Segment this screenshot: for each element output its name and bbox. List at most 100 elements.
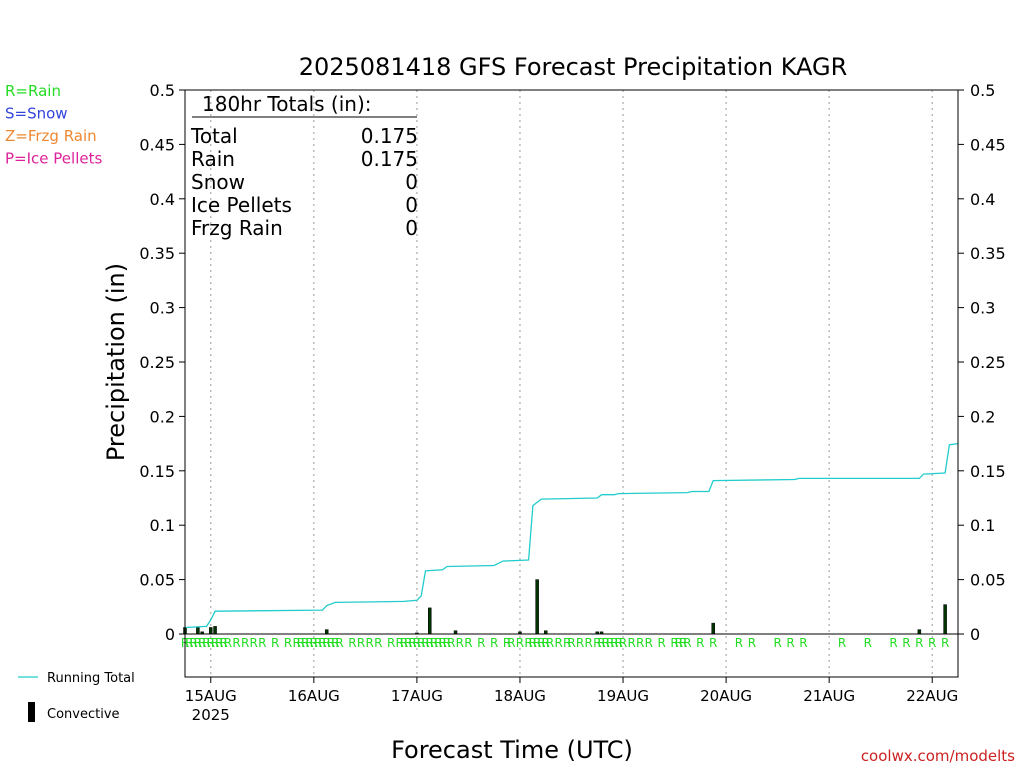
- precip-type-marker: R: [670, 636, 678, 650]
- precip-type-marker: R: [189, 636, 197, 650]
- precip-type-marker: R: [554, 636, 562, 650]
- y-axis-label: Precipitation (in): [102, 263, 130, 461]
- precip-type-marker: R: [627, 636, 635, 650]
- precip-type-marker: R: [615, 636, 623, 650]
- precip-type-marker: R: [215, 636, 223, 650]
- precip-type-marker: R: [902, 636, 910, 650]
- precip-type-marker: R: [396, 636, 404, 650]
- y-tick-label-left: 0.25: [139, 353, 175, 372]
- y-tick-label-right: 0.1: [970, 516, 995, 535]
- precip-bar: [917, 629, 922, 635]
- precip-type-marker: R: [645, 636, 653, 650]
- y-tick-label-right: 0.45: [970, 135, 1006, 154]
- precip-type-marker: R: [357, 636, 365, 650]
- legend-running-total-label: Running Total: [47, 671, 135, 686]
- y-tick-label-right: 0.3: [970, 299, 995, 318]
- x-tick-label: 19AUG: [597, 687, 649, 705]
- y-tick-label-right: 0.05: [970, 571, 1006, 590]
- precip-type-marker: R: [597, 636, 605, 650]
- y-tick-label-right: 0.25: [970, 353, 1006, 372]
- precip-type-marker: R: [503, 636, 511, 650]
- x-axis-label: Forecast Time (UTC): [391, 736, 633, 764]
- precip-type-marker: R: [305, 636, 313, 650]
- precip-type-legend-item: P=Ice Pellets: [5, 150, 102, 168]
- precip-type-legend-item: R=Rain: [5, 82, 61, 100]
- precip-type-marker: R: [748, 636, 756, 650]
- year-label: 2025: [192, 706, 230, 724]
- precip-type-marker: R: [185, 636, 193, 650]
- precip-type-marker: R: [258, 636, 266, 650]
- precip-type-marker: R: [606, 636, 614, 650]
- precip-type-marker: R: [194, 636, 202, 650]
- precip-type-marker: R: [546, 636, 554, 650]
- precip-type-marker: R: [198, 636, 206, 650]
- precip-bar: [428, 607, 432, 635]
- y-tick-label-right: 0.5: [970, 81, 995, 100]
- totals-row-label: Rain: [191, 147, 235, 171]
- totals-row-label: Total: [190, 124, 238, 148]
- precip-type-marker: R: [323, 636, 331, 650]
- x-tick-label: 21AUG: [803, 687, 855, 705]
- precip-type-marker: R: [202, 636, 210, 650]
- plot-frame: [184, 89, 959, 678]
- precip-type-marker: R: [799, 636, 807, 650]
- y-tick-label-right: 0.35: [970, 244, 1006, 263]
- totals-row-value: 0: [405, 193, 418, 217]
- legend-convective-swatch: [28, 702, 35, 722]
- precip-type-marker: R: [477, 636, 485, 650]
- precip-type-marker: R: [365, 636, 373, 650]
- precip-type-marker: R: [696, 636, 704, 650]
- precip-type-legend-item: Z=Frzg Rain: [5, 127, 97, 145]
- precip-type-marker: R: [889, 636, 897, 650]
- legend-convective-label: Convective: [47, 707, 120, 722]
- precip-type-marker: R: [516, 636, 524, 650]
- totals-row-label: Frzg Rain: [191, 216, 283, 240]
- precip-type-marker: R: [318, 636, 326, 650]
- precip-type-marker: R: [430, 636, 438, 650]
- totals-row-value: 0.175: [361, 147, 418, 171]
- precip-type-marker: R: [490, 636, 498, 650]
- precip-type-marker: R: [400, 636, 408, 650]
- precip-type-marker: R: [658, 636, 666, 650]
- precip-type-marker: R: [387, 636, 395, 650]
- precip-bar: [209, 627, 213, 635]
- precip-type-marker: R: [335, 636, 343, 650]
- precip-type-marker: R: [421, 636, 429, 650]
- chart-title: 2025081418 GFS Forecast Precipitation KA…: [299, 53, 848, 81]
- precip-type-marker: R: [585, 636, 593, 650]
- y-tick-label-left: 0.05: [139, 571, 175, 590]
- precip-type-marker: R: [224, 636, 232, 650]
- precip-type-marker: R: [602, 636, 610, 650]
- y-tick-label-left: 0.2: [150, 407, 175, 426]
- x-tick-label: 22AUG: [906, 687, 958, 705]
- precip-type-marker: R: [284, 636, 292, 650]
- precip-type-marker: R: [928, 636, 936, 650]
- precip-type-marker: R: [773, 636, 781, 650]
- totals-row-value: 0: [405, 216, 418, 240]
- y-tick-label-right: 0: [970, 625, 980, 644]
- precip-type-marker: R: [327, 636, 335, 650]
- y-tick-label-left: 0: [165, 625, 175, 644]
- precip-type-marker: R: [619, 636, 627, 650]
- x-tick-label: 17AUG: [391, 687, 443, 705]
- precip-type-marker: R: [683, 636, 691, 650]
- precip-bar: [711, 622, 715, 635]
- precip-type-marker: R: [636, 636, 644, 650]
- precip-type-marker: R: [610, 636, 618, 650]
- precip-type-marker: R: [443, 636, 451, 650]
- x-tick-label: 15AUG: [185, 687, 237, 705]
- precip-type-marker: R: [417, 636, 425, 650]
- precip-type-marker: R: [426, 636, 434, 650]
- precip-type-marker: R: [408, 636, 416, 650]
- precip-type-marker: R: [524, 636, 532, 650]
- precip-type-marker: R: [413, 636, 421, 650]
- precip-type-marker: R: [207, 636, 215, 650]
- x-tick-label: 16AUG: [288, 687, 340, 705]
- precip-type-marker: R: [537, 636, 545, 650]
- y-tick-label-left: 0.15: [139, 462, 175, 481]
- y-tick-label-left: 0.45: [139, 135, 175, 154]
- precip-type-marker: R: [297, 636, 305, 650]
- totals-row-label: Ice Pellets: [191, 193, 292, 217]
